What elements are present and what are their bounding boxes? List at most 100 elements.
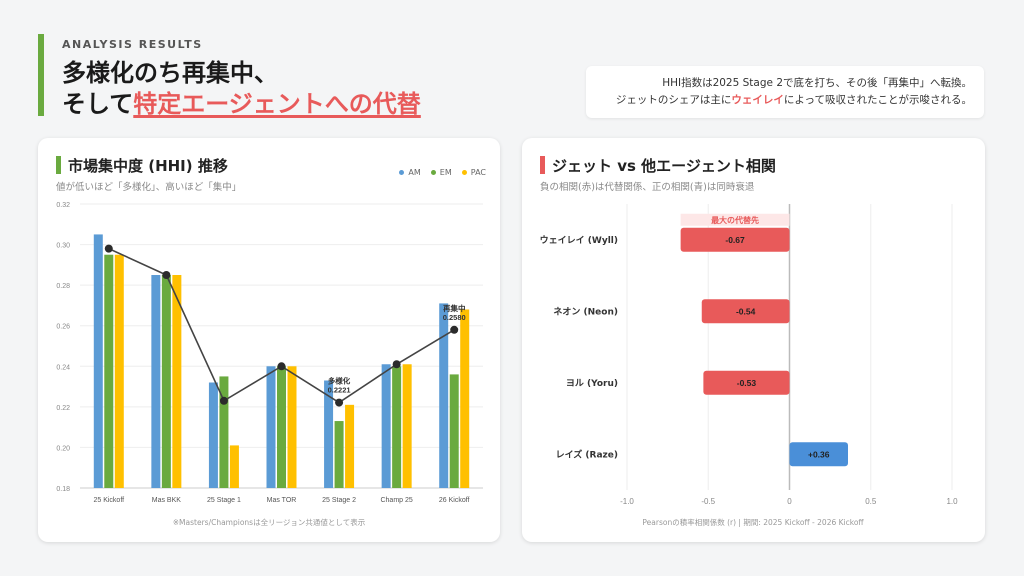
line-point [392, 360, 401, 369]
note-line-1: HHI指数は2025 Stage 2で底を打ち、その後「再集中」へ転換。 [662, 77, 972, 89]
hhi-title-accent [56, 156, 61, 174]
category-label: ネオン (Neon) [553, 306, 618, 317]
note-highlight: ウェイレイ [731, 94, 784, 106]
bar-am [266, 366, 276, 488]
x-tick-label: 1.0 [946, 497, 958, 506]
category-label: ヨル (Yoru) [566, 378, 618, 389]
annotation-value: 0.2221 [328, 386, 351, 395]
bar-em [449, 374, 459, 488]
legend-label-am: AM [408, 168, 421, 177]
annotation-label: 再集中 [443, 303, 466, 313]
annotation-label: 多様化 [328, 376, 351, 386]
highlight-band [680, 213, 790, 226]
bar-pac [229, 445, 239, 488]
title-line-1: 多様化のち再集中、 [62, 59, 278, 87]
correlation-bar [701, 299, 790, 324]
x-tick-label: Mas BKK [152, 497, 182, 504]
y-tick-label: 0.32 [56, 202, 70, 209]
bar-pac [402, 364, 412, 488]
y-tick-label: 0.30 [56, 243, 70, 250]
title-line-2-prefix: そして [62, 90, 134, 118]
line-point [219, 396, 228, 405]
y-tick-label: 0.28 [56, 283, 70, 290]
hhi-chart: 0.18 0.20 0.22 0.24 0.26 0.28 0.30 0.32 25 Kicko… [56, 202, 483, 527]
legend-label-em: EM [439, 168, 452, 177]
category-label: ウェイレイ (Wyll) [540, 235, 618, 246]
note-line-2: ジェットのシェアは主にウェイレイによって吸収されたことが示唆される。 [596, 92, 972, 109]
y-tick-label: 0.26 [56, 324, 70, 331]
y-tick-label: 0.18 [56, 486, 70, 493]
hhi-card-subtitle: 値が低いほど「多様化」、高いほど「集中」 [56, 182, 242, 193]
bar-am [381, 364, 391, 488]
line-point [450, 325, 459, 334]
bar-em [334, 421, 344, 488]
summary-note: HHI指数は2025 Stage 2で底を打ち、その後「再集中」へ転換。 ジェッ… [586, 66, 984, 118]
eyebrow-label: ANALYSIS RESULTS [62, 38, 203, 51]
bar-pac [114, 254, 124, 488]
bar-em [392, 366, 402, 488]
bar-value-label: -0.54 [736, 306, 756, 316]
bar-em [219, 376, 229, 488]
title-line-2: そして特定エージェントへの代替 [62, 89, 421, 120]
legend-swatch-em [430, 170, 436, 175]
bar-em [277, 366, 286, 488]
hhi-legend: AM EM PAC [399, 168, 486, 177]
header-accent-bar [38, 34, 44, 116]
legend-item-pac: PAC [461, 168, 486, 177]
line-point [335, 398, 344, 407]
note-line-2-prefix: ジェットのシェアは主に [615, 94, 732, 106]
bar-value-label: +0.36 [808, 449, 830, 459]
x-tick-label: 25 Stage 2 [322, 497, 356, 504]
page-title: 多様化のち再集中、 そして特定エージェントへの代替 [62, 58, 421, 120]
bar-pac [345, 404, 355, 488]
hhi-card: 市場集中度 (HHI) 推移 値が低いほど「多様化」、高いほど「集中」 AM E… [38, 138, 500, 542]
line-point [162, 271, 171, 279]
x-tick-label: 25 Kickoff [93, 497, 124, 504]
x-tick-label: 25 Stage 1 [207, 497, 241, 504]
x-tick-label: 26 Kickoff [439, 497, 470, 504]
correlation-card: ジェット vs 他エージェント相関 負の相関(赤)は代替関係、正の相関(青)は同… [522, 138, 985, 542]
legend-swatch-am [399, 170, 405, 175]
y-tick-label: 0.22 [56, 405, 70, 412]
legend-item-em: EM [430, 168, 452, 177]
legend-swatch-pac [461, 170, 467, 175]
hhi-card-title: 市場集中度 (HHI) 推移 [68, 157, 228, 175]
corr-title-accent [540, 156, 545, 174]
x-tick-label: -0.5 [701, 497, 715, 506]
y-tick-label: 0.24 [56, 364, 70, 371]
category-label: レイズ (Raze) [556, 448, 618, 460]
legend-label-pac: PAC [470, 168, 486, 177]
line-point [277, 362, 286, 371]
title-highlight: 特定エージェントへの代替 [133, 90, 421, 118]
y-tick-label: 0.20 [56, 445, 70, 452]
bar-value-label: -0.67 [725, 235, 745, 245]
correlation-chart: -1.0 -0.5 0 0.5 1.0 最大の代替先 -0.67 ウェイレイ (Wyll) -0… [540, 204, 958, 527]
bar-am [208, 382, 218, 488]
x-tick-label: 0.5 [865, 497, 877, 506]
x-tick-label: -1.0 [620, 497, 634, 506]
correlation-bar [680, 227, 790, 252]
x-tick-label: Champ 25 [380, 497, 412, 504]
bar-pac [172, 275, 182, 488]
hhi-footnote: ※Masters/Championsは全リージョン共通値として表示 [173, 517, 366, 527]
x-tick-label: 0 [787, 497, 792, 506]
legend-item-am: AM [399, 168, 421, 177]
correlation-bar [789, 442, 848, 467]
bar-em [104, 254, 114, 488]
bar-em [161, 275, 171, 488]
corr-card-subtitle: 負の相関(赤)は代替関係、正の相関(青)は同時衰退 [540, 182, 755, 193]
note-line-2-suffix: によって吸収されたことが示唆される。 [783, 94, 972, 106]
bar-value-label: -0.53 [737, 378, 757, 388]
corr-footnote: Pearsonの積率相関係数 (r) | 期間: 2025 Kickoff - … [642, 517, 864, 527]
annotation-value: 0.2580 [443, 313, 466, 322]
x-tick-label: Mas TOR [267, 497, 297, 504]
bar-pac [460, 309, 470, 488]
line-point [104, 244, 113, 253]
highlight-label: 最大の代替先 [711, 215, 759, 225]
bar-pac [287, 366, 297, 488]
bar-am [151, 275, 161, 488]
corr-card-title: ジェット vs 他エージェント相関 [552, 157, 776, 175]
bar-am [93, 234, 103, 488]
correlation-bar [703, 370, 790, 395]
bar-am [324, 380, 334, 488]
